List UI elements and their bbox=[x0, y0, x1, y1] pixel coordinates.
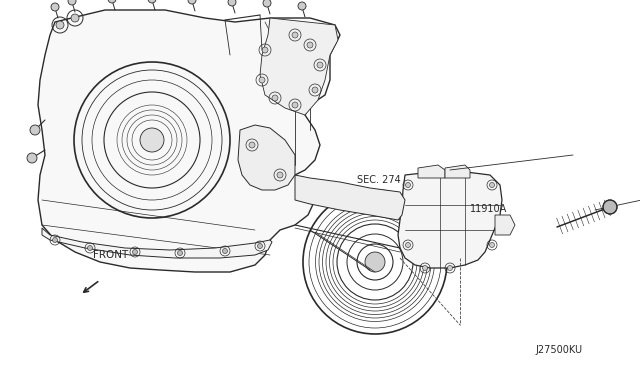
Circle shape bbox=[272, 95, 278, 101]
Circle shape bbox=[490, 243, 495, 247]
Circle shape bbox=[262, 47, 268, 53]
Circle shape bbox=[292, 102, 298, 108]
Circle shape bbox=[51, 3, 59, 11]
Polygon shape bbox=[260, 18, 338, 115]
Polygon shape bbox=[238, 125, 295, 190]
Circle shape bbox=[312, 87, 318, 93]
Circle shape bbox=[148, 0, 156, 3]
Text: FRONT: FRONT bbox=[93, 250, 128, 260]
Circle shape bbox=[132, 250, 138, 254]
Circle shape bbox=[490, 183, 495, 187]
Circle shape bbox=[422, 266, 428, 270]
Circle shape bbox=[259, 77, 265, 83]
Polygon shape bbox=[295, 175, 405, 220]
Polygon shape bbox=[42, 228, 272, 258]
Circle shape bbox=[108, 0, 116, 3]
Circle shape bbox=[140, 128, 164, 152]
Circle shape bbox=[406, 243, 410, 247]
Circle shape bbox=[188, 0, 196, 4]
Circle shape bbox=[298, 2, 306, 10]
Polygon shape bbox=[398, 170, 502, 268]
Circle shape bbox=[365, 252, 385, 272]
Circle shape bbox=[228, 0, 236, 6]
Circle shape bbox=[277, 172, 283, 178]
Circle shape bbox=[447, 266, 452, 270]
Circle shape bbox=[177, 250, 182, 256]
Circle shape bbox=[27, 153, 37, 163]
Text: SEC. 274: SEC. 274 bbox=[357, 175, 401, 185]
Polygon shape bbox=[38, 10, 340, 272]
Text: 11910A: 11910A bbox=[470, 204, 508, 214]
Polygon shape bbox=[495, 215, 515, 235]
Circle shape bbox=[52, 237, 58, 243]
Circle shape bbox=[223, 248, 227, 253]
Circle shape bbox=[56, 21, 64, 29]
Circle shape bbox=[30, 125, 40, 135]
Circle shape bbox=[71, 14, 79, 22]
Circle shape bbox=[292, 32, 298, 38]
Circle shape bbox=[406, 183, 410, 187]
Polygon shape bbox=[418, 165, 445, 178]
Circle shape bbox=[88, 246, 93, 250]
Text: J27500KU: J27500KU bbox=[535, 345, 582, 355]
Circle shape bbox=[263, 0, 271, 7]
Polygon shape bbox=[445, 165, 470, 178]
Circle shape bbox=[249, 142, 255, 148]
Circle shape bbox=[307, 42, 313, 48]
Circle shape bbox=[317, 62, 323, 68]
Circle shape bbox=[603, 200, 617, 214]
Circle shape bbox=[68, 0, 76, 5]
Circle shape bbox=[257, 244, 262, 248]
